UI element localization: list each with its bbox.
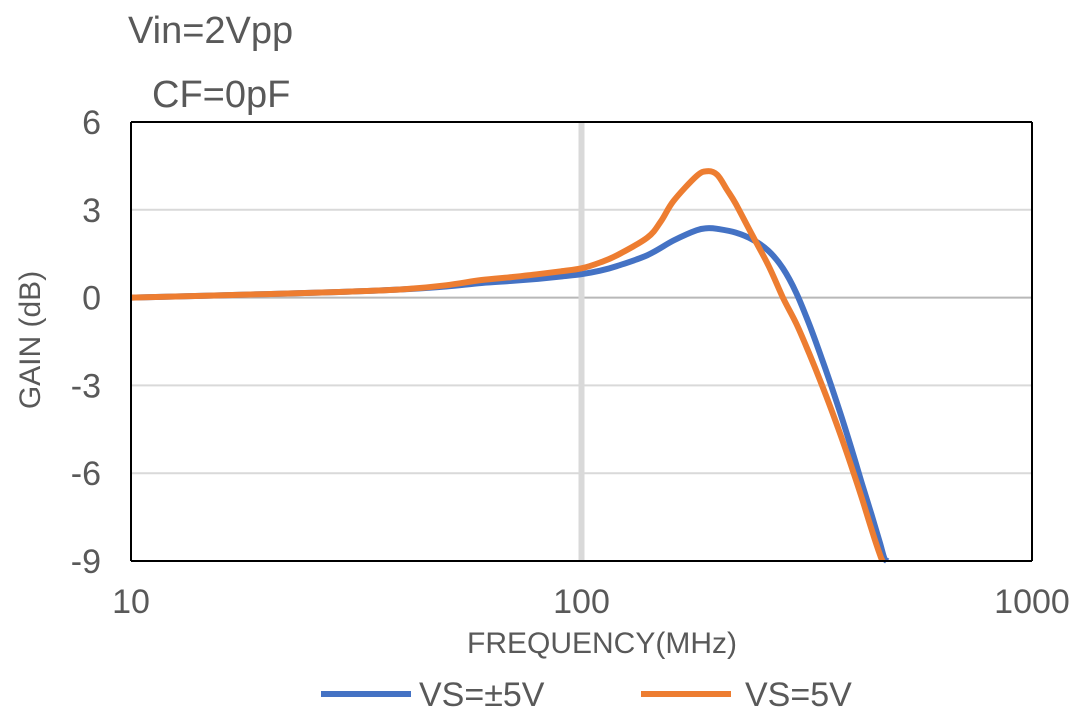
y-tick-label: 3 (82, 192, 101, 230)
y-tick-label: -3 (71, 367, 101, 405)
x-tick-label: 100 (553, 583, 610, 621)
x-axis-label: FREQUENCY(MHz) (467, 627, 737, 660)
legend-label-2: VS=5V (745, 676, 852, 714)
x-tick-label: 10 (112, 583, 150, 621)
x-tick-label: 1000 (994, 583, 1070, 621)
legend-label-1: VS=±5V (419, 676, 545, 714)
annotation-vin: Vin=2Vpp (128, 10, 294, 52)
y-tick-label: 6 (82, 104, 101, 142)
series-line-2 (130, 168, 886, 563)
y-tick-label: 0 (82, 280, 101, 318)
y-tick-label: -9 (71, 543, 101, 581)
y-axis-label: GAIN (dB) (14, 271, 47, 409)
y-tick-label: -6 (71, 455, 101, 493)
annotation-cf: CF=0pF (152, 74, 291, 116)
